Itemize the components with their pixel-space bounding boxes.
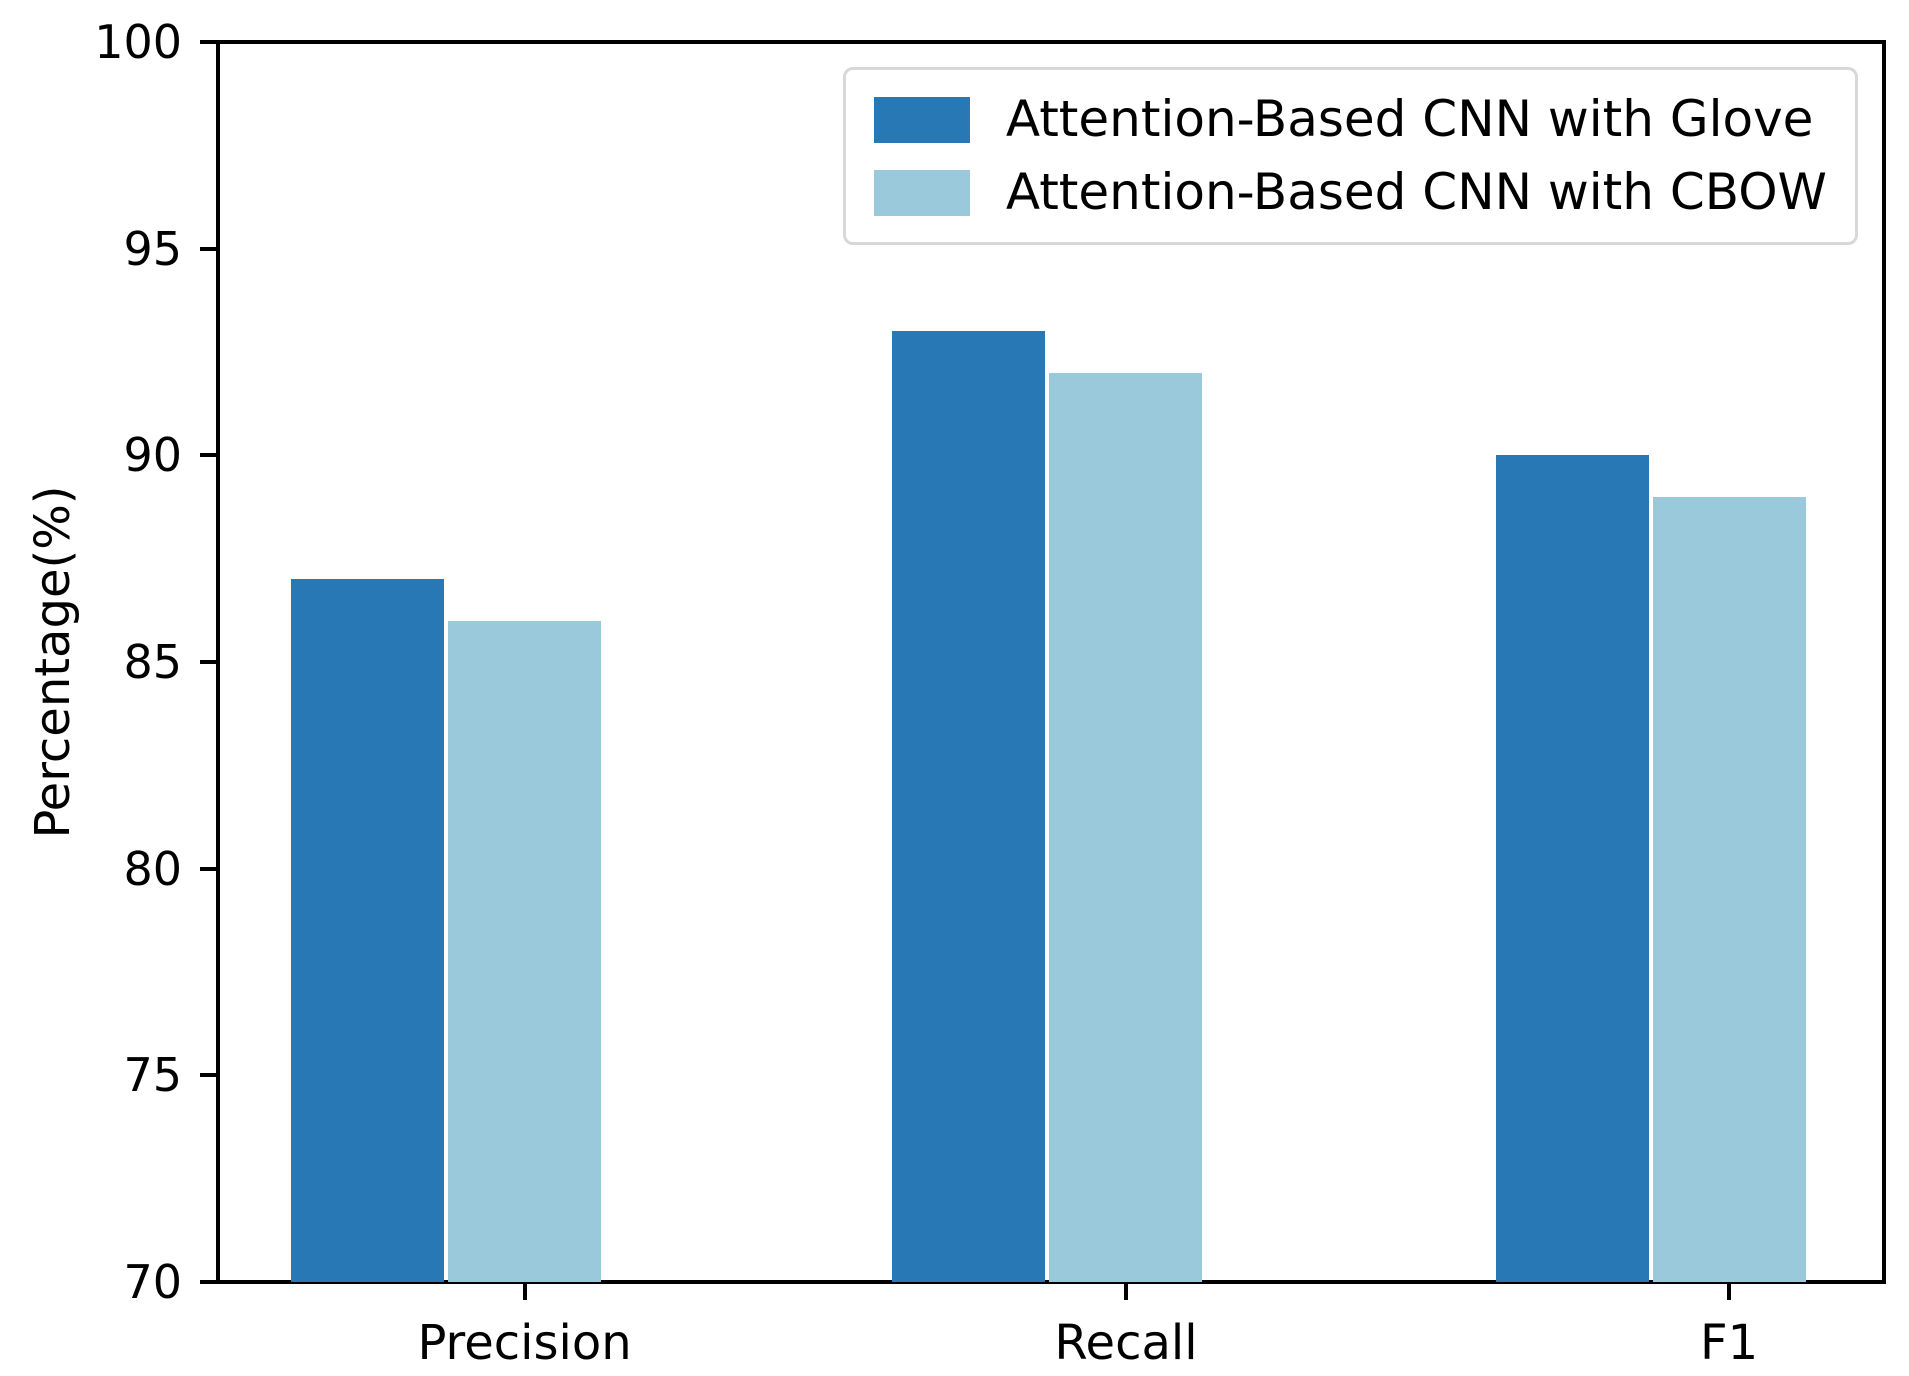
y-tick-mark-70 <box>200 1280 216 1284</box>
bar-f1-glove <box>1495 455 1649 1282</box>
y-tick-label-70: 70 <box>123 1255 182 1309</box>
y-tick-mark-85 <box>200 660 216 664</box>
bar-precision-cbow <box>448 620 602 1282</box>
plot-right-spine <box>1882 40 1886 1284</box>
plot-top-spine <box>216 40 1886 44</box>
plot-left-spine <box>216 40 220 1284</box>
x-tick-mark-precision <box>522 1284 527 1300</box>
legend-item-glove: Attention-Based CNN with Glove <box>873 90 1827 148</box>
x-tick-mark-recall <box>1123 1284 1128 1300</box>
bar-recall-glove <box>892 331 1046 1282</box>
y-tick-label-90: 90 <box>123 428 182 483</box>
legend-label-glove: Attention-Based CNN with Glove <box>1005 90 1814 148</box>
y-tick-mark-100 <box>200 40 216 44</box>
bar-f1-cbow <box>1652 496 1806 1282</box>
y-tick-mark-75 <box>200 1073 216 1078</box>
y-tick-mark-95 <box>200 246 216 251</box>
y-tick-mark-90 <box>200 453 216 458</box>
legend-swatch-glove-icon <box>873 96 970 143</box>
y-tick-label-95: 95 <box>123 221 182 276</box>
bar-precision-glove <box>291 579 445 1282</box>
x-tick-label-f1: F1 <box>1699 1315 1759 1371</box>
y-tick-mark-80 <box>200 866 216 871</box>
x-tick-label-recall: Recall <box>1054 1315 1198 1371</box>
bar-recall-cbow <box>1049 372 1203 1282</box>
y-tick-label-85: 85 <box>123 635 182 689</box>
legend-swatch-cbow-icon <box>873 169 970 216</box>
y-tick-label-75: 75 <box>123 1048 182 1103</box>
legend: Attention-Based CNN with Glove Attention… <box>842 67 1858 245</box>
y-tick-label-80: 80 <box>123 841 182 896</box>
legend-label-cbow: Attention-Based CNN with CBOW <box>1005 163 1827 221</box>
x-tick-mark-f1 <box>1727 1284 1732 1300</box>
x-tick-label-precision: Precision <box>417 1315 632 1371</box>
y-tick-label-100: 100 <box>94 15 182 69</box>
legend-item-cbow: Attention-Based CNN with CBOW <box>873 163 1827 221</box>
plot-bottom-spine <box>216 1280 1886 1284</box>
